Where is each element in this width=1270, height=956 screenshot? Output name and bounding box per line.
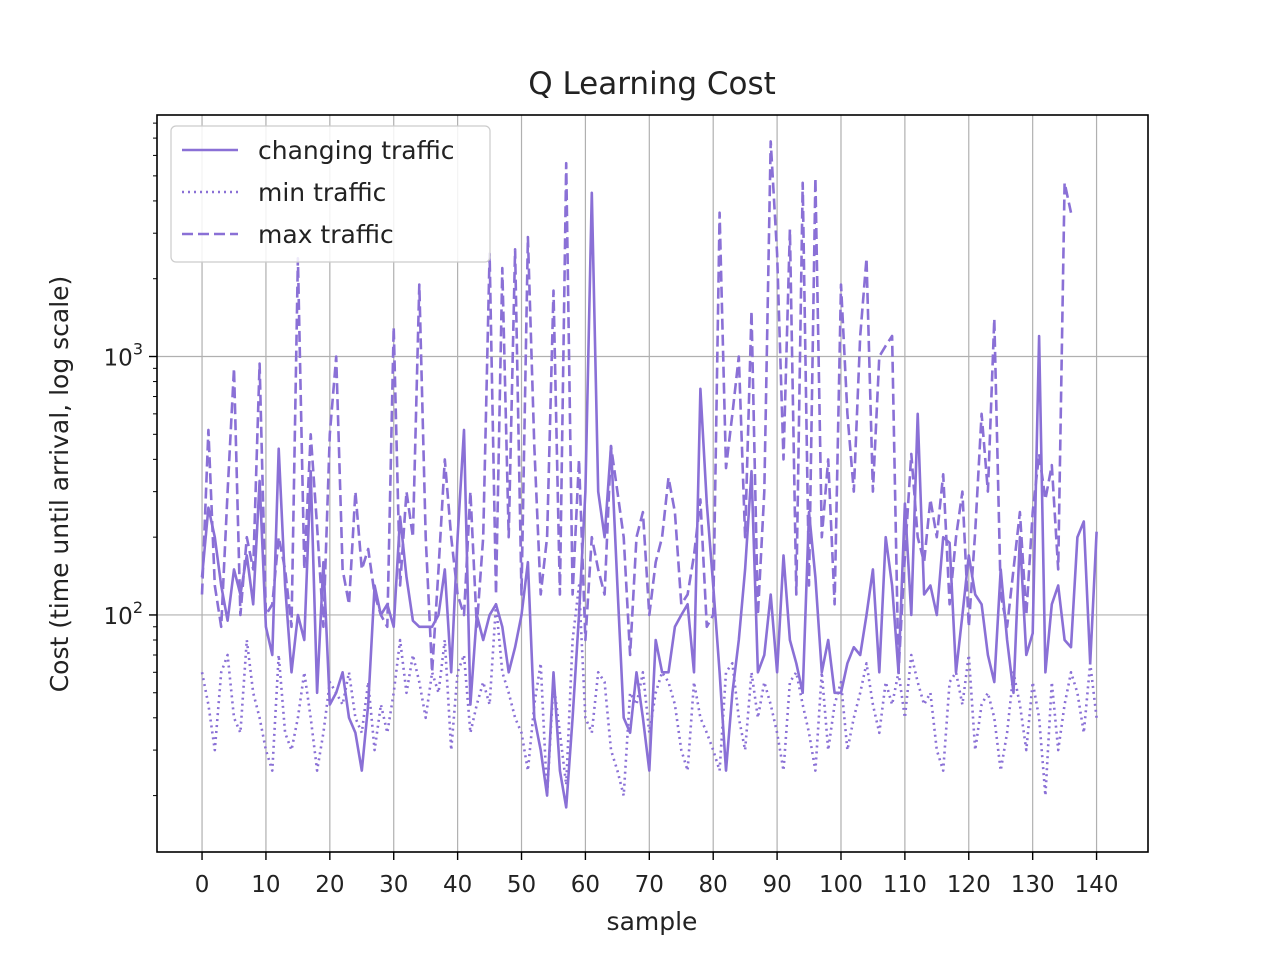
x-tick-label: 40 bbox=[443, 872, 472, 898]
series-line-max-traffic bbox=[200, 140, 1073, 674]
y-tick-label: 102 bbox=[104, 598, 143, 630]
x-tick-label: 70 bbox=[635, 872, 664, 898]
x-tick-label: 10 bbox=[251, 872, 280, 898]
ticks: 0 10 20 30 40 50 60 70 80 90 100 110 120 130 140 102 103 bbox=[104, 122, 1119, 898]
legend-box bbox=[170, 125, 491, 263]
x-tick-label: 90 bbox=[762, 872, 791, 898]
series-line-min-traffic bbox=[200, 584, 1098, 797]
legend-label: changing traffic bbox=[258, 136, 455, 165]
legend-label: max traffic bbox=[258, 220, 394, 249]
x-tick-label: 130 bbox=[1011, 872, 1055, 898]
grid bbox=[157, 115, 1148, 852]
x-tick-label: 30 bbox=[379, 872, 408, 898]
x-tick-label: 120 bbox=[947, 872, 991, 898]
y-tick-label: 103 bbox=[104, 340, 143, 372]
x-tick-label: 100 bbox=[819, 872, 863, 898]
legend-label: min traffic bbox=[258, 178, 386, 207]
x-tick-label: 140 bbox=[1075, 872, 1119, 898]
x-tick-label: 0 bbox=[195, 872, 210, 898]
plot-frame bbox=[156, 114, 1149, 853]
series-layer bbox=[200, 140, 1098, 809]
x-axis-label: sample bbox=[607, 907, 698, 936]
x-tick-label: 60 bbox=[571, 872, 600, 898]
x-tick-label: 110 bbox=[883, 872, 927, 898]
x-tick-label: 20 bbox=[315, 872, 344, 898]
x-tick-label: 80 bbox=[699, 872, 728, 898]
y-axis-label: Cost (time until arrival, log scale) bbox=[45, 276, 74, 693]
x-tick-label: 50 bbox=[507, 872, 536, 898]
legend: changing traffic min traffic max traffic bbox=[170, 125, 491, 263]
chart-title: Q Learning Cost bbox=[528, 66, 776, 102]
